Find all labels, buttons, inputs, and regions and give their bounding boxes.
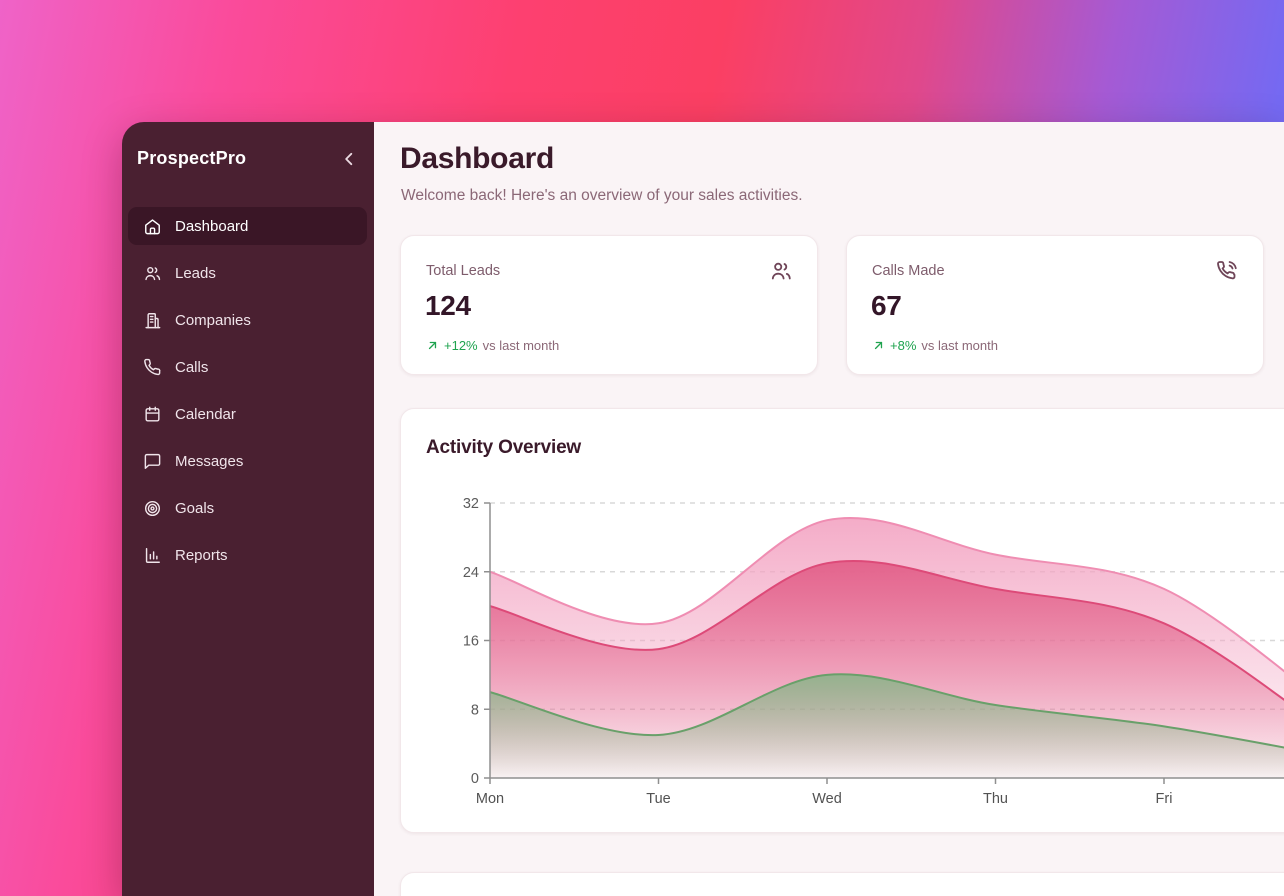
sidebar-item-dashboard[interactable]: Dashboard [128, 207, 367, 245]
chart-line-band-rose [489, 559, 1284, 701]
chart-y-label: 8 [471, 702, 479, 718]
activity-card: 08162432MonTueWedThuFriSat Activity Over… [400, 408, 1284, 833]
chart-y-label: 16 [463, 634, 479, 650]
message-square-icon [143, 452, 162, 471]
trend-percent: +12% [444, 338, 478, 353]
chart-y-label: 0 [471, 771, 479, 787]
stats-row: Total Leads 124 +12% vs last month Calls Mad… [400, 235, 1264, 375]
trend-note: vs last month [921, 338, 998, 353]
chart-line-band-light-pink [489, 516, 1284, 673]
sidebar: ProspectPro Dashboard Leads Companies Calls… [122, 122, 374, 896]
trend-percent: +8% [890, 338, 917, 353]
chart-y-label: 32 [463, 496, 479, 512]
sidebar-item-calendar[interactable]: Calendar [128, 395, 367, 433]
main-content: Dashboard Welcome back! Here's an overvi… [374, 122, 1284, 896]
calendar-icon [143, 405, 162, 424]
chart-column-icon [143, 546, 162, 565]
chart-x-label: Tue [646, 791, 670, 807]
stat-trend: +8% vs last month [872, 338, 998, 353]
sidebar-item-reports[interactable]: Reports [128, 536, 367, 574]
home-icon [143, 217, 162, 236]
app-window: ProspectPro Dashboard Leads Companies Calls… [122, 122, 1284, 896]
sidebar-item-calls[interactable]: Calls [128, 348, 367, 386]
phone-icon [143, 358, 162, 377]
users-icon [143, 264, 162, 283]
partial-card [400, 872, 1284, 896]
building-icon [143, 311, 162, 330]
phone-call-icon [1215, 259, 1239, 283]
chart-area-band-green [490, 674, 1284, 778]
chart-y-label: 24 [463, 565, 479, 581]
sidebar-item-label: Dashboard [175, 217, 249, 235]
page-title: Dashboard [400, 142, 554, 175]
trend-note: vs last month [482, 338, 560, 353]
sidebar-item-label: Companies [175, 311, 251, 329]
sidebar-collapse-button[interactable] [339, 149, 359, 169]
stat-card-total-leads: Total Leads 124 +12% vs last month [400, 235, 818, 375]
sidebar-item-label: Calls [175, 358, 209, 376]
stat-value: 67 [871, 290, 902, 321]
sidebar-item-companies[interactable]: Companies [128, 301, 367, 339]
activity-card-title: Activity Overview [426, 437, 582, 458]
users-icon [769, 259, 793, 283]
sidebar-item-messages[interactable]: Messages [128, 442, 367, 480]
chart-x-label: Wed [812, 791, 842, 807]
sidebar-item-label: Calendar [175, 405, 236, 423]
sidebar-item-label: Goals [175, 499, 215, 517]
chart-x-label: Mon [476, 791, 504, 807]
chart-x-label: Thu [983, 791, 1008, 807]
stat-label: Calls Made [872, 263, 945, 279]
brand: ProspectPro [137, 148, 247, 168]
sidebar-item-goals[interactable]: Goals [128, 489, 367, 527]
sidebar-item-label: Messages [175, 452, 244, 470]
chevron-left-icon [339, 149, 359, 169]
target-icon [143, 499, 162, 518]
chart-x-label: Fri [1156, 791, 1173, 807]
arrow-up-right-icon [872, 339, 885, 352]
chart-line-band-green [489, 673, 1284, 749]
page-subtitle: Welcome back! Here's an overview of your… [401, 187, 803, 204]
sidebar-item-leads[interactable]: Leads [128, 254, 367, 292]
stat-value: 124 [425, 290, 471, 321]
sidebar-item-label: Reports [175, 546, 228, 564]
stat-trend: +12% vs last month [426, 338, 559, 353]
stat-card-calls-made: Calls Made 67 +8% vs last month [846, 235, 1264, 375]
sidebar-item-label: Leads [175, 264, 216, 282]
stat-label: Total Leads [426, 263, 501, 279]
sidebar-nav: Dashboard Leads Companies Calls Calendar Mess… [128, 207, 367, 574]
arrow-up-right-icon [426, 339, 439, 352]
activity-chart: 08162432MonTueWedThuFriSat [463, 496, 1284, 807]
